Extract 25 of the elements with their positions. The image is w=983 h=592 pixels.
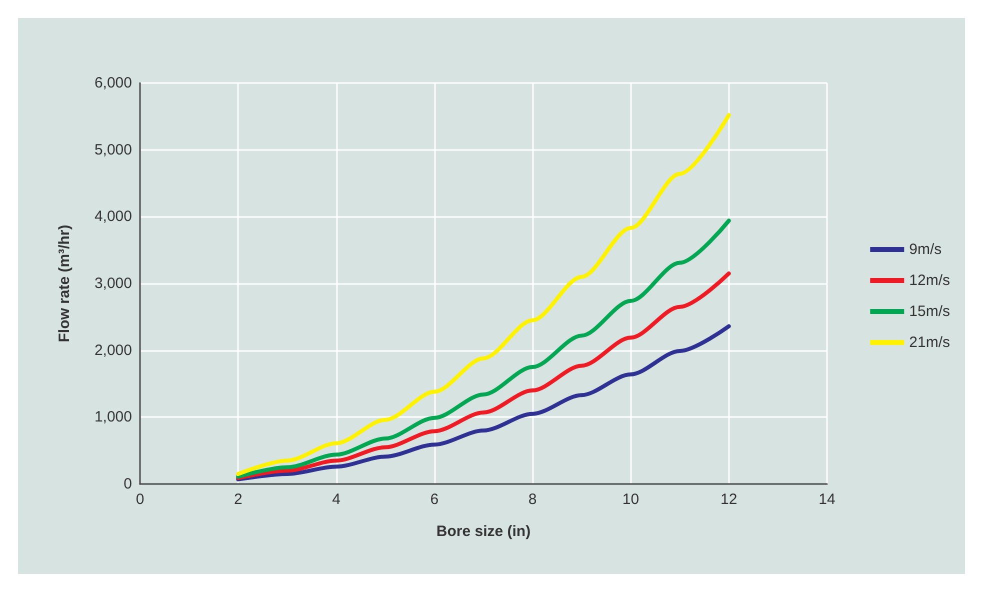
line-series xyxy=(236,113,731,476)
x-tick-label: 4 xyxy=(332,491,340,508)
x-tick-label: 14 xyxy=(818,491,836,508)
x-axis-title: Bore size (in) xyxy=(436,523,531,540)
y-tick-label: 4,000 xyxy=(94,208,132,226)
line-series xyxy=(236,218,731,479)
x-tick-label: 10 xyxy=(622,491,640,508)
x-tick-label: 8 xyxy=(528,491,537,508)
x-tick-label: 12 xyxy=(720,491,738,508)
y-tick-label: 1,000 xyxy=(94,408,132,426)
y-tick-label: 6,000 xyxy=(94,74,132,92)
legend-label: 9m/s xyxy=(909,241,942,258)
legend-label: 21m/s xyxy=(909,334,950,351)
legend-label: 15m/s xyxy=(909,303,950,320)
y-tick-label: 5,000 xyxy=(94,141,132,158)
y-tick-label: 0 xyxy=(124,476,132,492)
line-series xyxy=(236,324,731,482)
y-tick-label: 2,000 xyxy=(94,342,132,359)
x-tick-label: 6 xyxy=(430,491,439,508)
y-tick-label: 3,000 xyxy=(94,275,132,292)
x-tick-label: 2 xyxy=(234,491,242,508)
y-axis-title: Flow rate (m³/hr) xyxy=(56,224,73,342)
legend-label: 12m/s xyxy=(909,272,950,289)
line-series xyxy=(236,271,731,480)
x-tick-label: 0 xyxy=(136,491,144,508)
